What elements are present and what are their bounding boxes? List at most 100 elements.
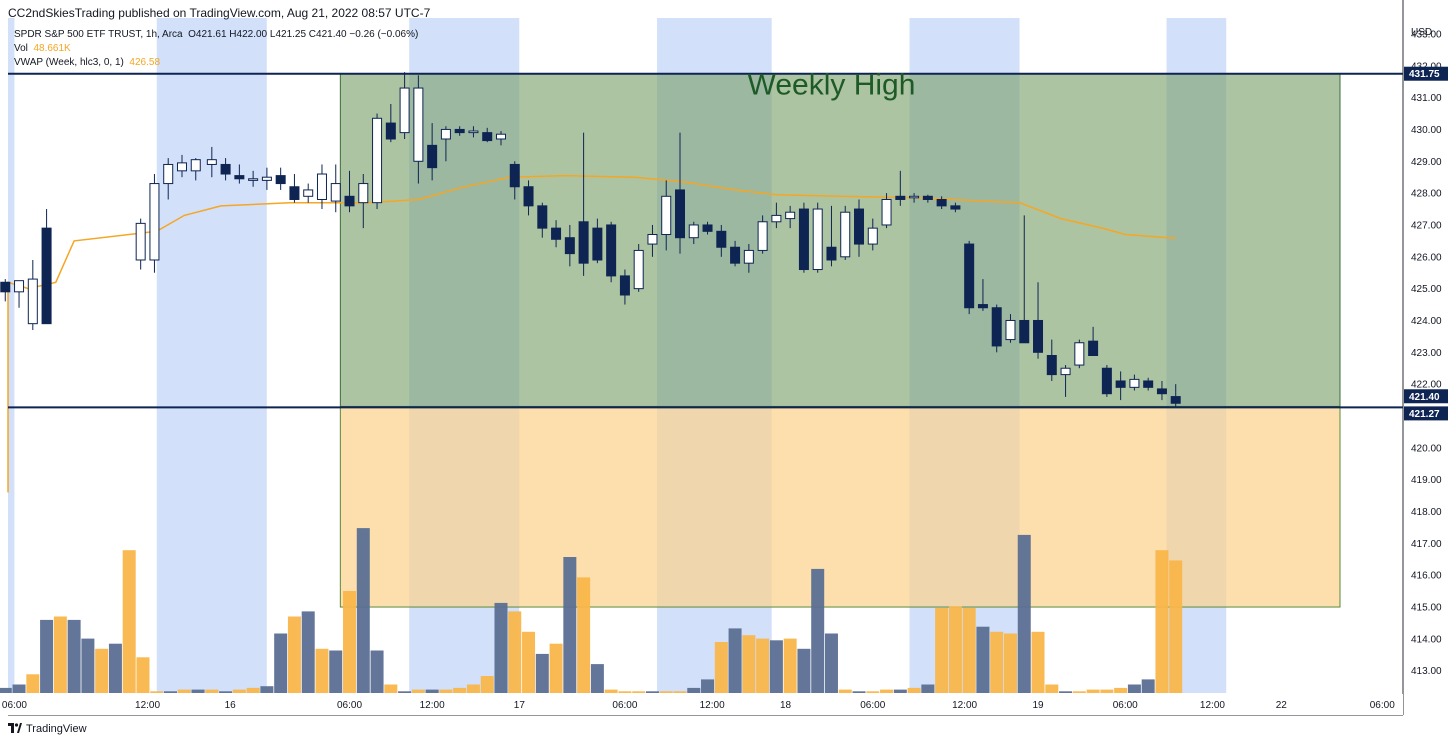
legend-vwap-value: 426.58: [129, 57, 161, 68]
candle-body: [234, 175, 245, 180]
candle-body: [867, 227, 878, 245]
candle: [234, 164, 245, 184]
candle-body: [523, 186, 534, 207]
candle: [1115, 371, 1126, 401]
candle: [785, 205, 796, 229]
volume-bar: [453, 687, 467, 693]
candle: [537, 202, 548, 238]
candle: [206, 146, 217, 178]
volume-bar: [232, 689, 246, 693]
volume-bar: [1072, 691, 1086, 693]
candle-body: [14, 280, 25, 293]
candle: [881, 193, 892, 229]
weekly-range-zone[interactable]: [339, 73, 1341, 407]
price-axis-bg: [1404, 0, 1456, 716]
candle: [523, 180, 534, 216]
candle: [1060, 365, 1071, 397]
chart-legend: SPDR S&P 500 ETF TRUST, 1h, Arca O421.61…: [14, 28, 418, 70]
candle: [149, 174, 160, 273]
volume-bar: [742, 635, 756, 693]
y-tick-label: 422.00: [1411, 380, 1442, 391]
session-band: [156, 18, 267, 693]
volume-bar: [1017, 534, 1031, 693]
volume-bar: [329, 650, 343, 693]
legend-vwap-label[interactable]: VWAP (Week, hlc3, 0, 1): [14, 57, 124, 68]
vulnerable-area-zone[interactable]: [339, 406, 1341, 608]
candle-body: [537, 205, 548, 229]
candle: [372, 113, 383, 210]
x-tick-label: 12:00: [420, 700, 445, 711]
candle: [688, 221, 699, 245]
y-tick-label: 429.00: [1411, 157, 1442, 168]
candle: [647, 224, 658, 257]
candle-body: [1088, 340, 1099, 357]
y-tick-label: 420.00: [1411, 443, 1442, 454]
y-tick-label: 430.00: [1411, 125, 1442, 136]
candle: [509, 161, 520, 200]
volume-bar: [797, 648, 811, 693]
candle-body: [716, 230, 727, 248]
candle: [1143, 377, 1154, 391]
volume-bars: [0, 528, 1183, 693]
candle-body: [509, 163, 520, 188]
legend-symbol[interactable]: SPDR S&P 500 ETF TRUST, 1h, Arca: [14, 29, 183, 40]
candle: [399, 72, 410, 139]
volume-bar: [563, 557, 577, 693]
candle-body: [922, 195, 933, 200]
candle-body: [785, 211, 796, 220]
candle-body: [1033, 319, 1044, 353]
candle: [163, 158, 174, 200]
candle: [895, 170, 906, 206]
candle-body: [661, 195, 672, 236]
candle: [578, 132, 589, 276]
volume-bar: [81, 638, 95, 693]
volume-bar: [177, 689, 191, 693]
volume-bar: [962, 608, 976, 693]
candle-body: [275, 175, 286, 185]
candle: [936, 196, 947, 210]
candle-body: [1143, 380, 1154, 388]
vwap-series-line: [7, 174, 1176, 493]
tradingview-logo[interactable]: TradingView: [8, 723, 87, 735]
price-tag-bg: [1404, 406, 1448, 421]
candle-body: [358, 183, 369, 204]
candle: [1005, 314, 1016, 343]
candle: [826, 205, 837, 267]
candle-body: [909, 195, 920, 199]
candle: [14, 280, 25, 308]
candle: [385, 103, 396, 143]
candle-body: [619, 275, 630, 296]
candle-body: [495, 133, 506, 140]
candle-body: [757, 221, 768, 251]
y-tick-label: 417.00: [1411, 539, 1442, 550]
legend-vol-label[interactable]: Vol: [14, 43, 28, 54]
volume-bar: [852, 691, 866, 693]
volume-bar: [246, 687, 260, 693]
volume-bar: [384, 684, 398, 693]
price-tag-label: 421.40: [1409, 392, 1440, 403]
candle: [606, 221, 617, 283]
candle-body: [798, 208, 809, 271]
x-tick-label: 18: [780, 700, 792, 711]
legend-vwap-row: VWAP (Week, hlc3, 0, 1) 426.58: [14, 56, 418, 70]
y-tick-label: 427.00: [1411, 220, 1442, 231]
volume-bar: [287, 616, 301, 693]
volume-bar: [632, 691, 646, 693]
candle: [964, 240, 975, 315]
candle-body: [135, 222, 146, 261]
candle-body: [454, 128, 465, 134]
volume-bar: [370, 650, 384, 693]
volume-bar: [935, 608, 949, 693]
candle-body: [1019, 319, 1030, 344]
candle-body: [564, 237, 575, 255]
candle: [220, 158, 231, 181]
x-tick-label: 06:00: [1370, 700, 1395, 711]
candle-body: [1074, 342, 1085, 366]
candle: [344, 170, 355, 213]
candle-body: [633, 249, 644, 290]
currency-label: USD: [1411, 27, 1432, 38]
candle-body: [427, 144, 438, 169]
candle: [316, 164, 327, 210]
volume-bar: [549, 643, 563, 693]
